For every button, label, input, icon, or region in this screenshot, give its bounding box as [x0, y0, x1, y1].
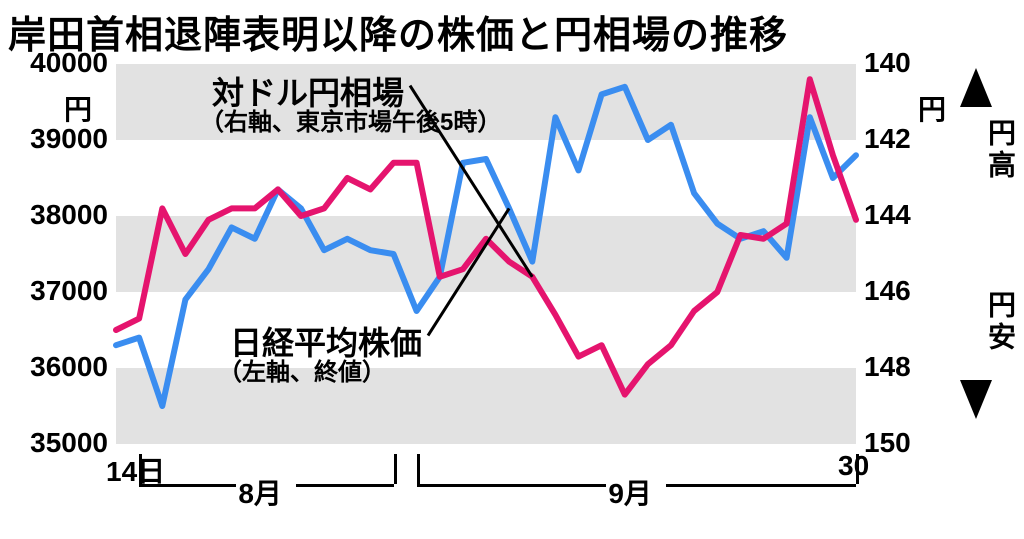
xbracket-sep-vstart	[417, 454, 420, 484]
y-right-tick: 142	[864, 123, 944, 155]
y-right-tick: 140	[864, 47, 944, 79]
y-right-tick: 146	[864, 275, 944, 307]
y-right-tick: 144	[864, 199, 944, 231]
y-left-tick: 35000	[8, 427, 108, 459]
y-left-tick: 37000	[8, 275, 108, 307]
chart-root: 岸田首相退陣表明以降の株価と円相場の推移 円 円 対ドル円相場 （右軸、東京市場…	[0, 0, 1024, 539]
y-right-tick: 148	[864, 351, 944, 383]
xbracket-sep-h2	[666, 484, 856, 487]
y-left-tick: 36000	[8, 351, 108, 383]
y-left-tick: 39000	[8, 123, 108, 155]
y-left-tick: 38000	[8, 199, 108, 231]
y-right-tick: 150	[864, 427, 944, 459]
xbracket-sep-vend	[856, 454, 859, 484]
xbracket-sep-h	[417, 484, 607, 487]
y-left-tick: 40000	[8, 47, 108, 79]
